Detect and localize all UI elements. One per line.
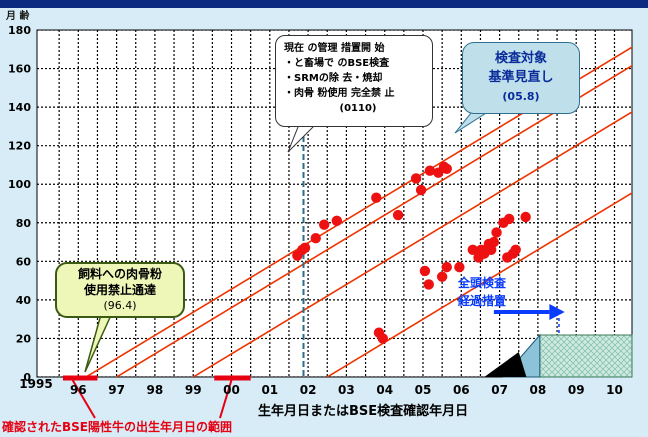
data-point [503,213,515,225]
header-band [0,0,648,8]
y-tick-label: 80 [16,217,32,230]
transition-line-2: 経過措置 [457,294,506,308]
y-tick-label: 60 [16,255,32,268]
y-tick-label: 100 [8,178,31,191]
transition-label: 全頭検査 経過措置 [440,274,524,310]
y-tick-label: 0 [23,371,31,384]
data-point [415,184,427,196]
data-point [331,215,343,227]
review-callout: 検査対象 基準見直し (05.8) [462,42,580,114]
feed-ban-line-1: 飼料への肉骨粉 [77,267,162,281]
x-tick-label: 1995 [19,377,52,391]
data-point [310,233,321,244]
measures-line-1: 現在 の管理 措置開 始 [284,43,385,54]
y-axis-label: 月 齢 [6,11,30,22]
data-point [424,165,436,176]
y-tick-label: 120 [8,140,31,153]
reference-line [116,64,632,377]
x-tick-label: 03 [338,383,355,397]
data-point [467,244,478,255]
x-tick-label: 02 [300,383,317,397]
birth-range-caption: 確認されたBSE陽性牛の出生年月日の範囲 [2,420,232,434]
data-point [491,227,502,238]
feed-ban-line-2: 使用禁止通達 [83,283,156,297]
x-tick-label: 08 [530,383,547,397]
x-tick-label: 00 [223,383,240,397]
reference-line [326,191,632,377]
feed-ban-callout: 飼料への肉骨粉 使用禁止通達 (96.4) [55,262,185,318]
review-date: (05.8) [502,90,540,103]
x-tick-label: 10 [606,383,623,397]
x-tick-label: 07 [491,383,508,397]
x-tick-label: 99 [185,383,202,397]
y-tick-label: 20 [16,332,32,345]
transition-region [539,334,633,378]
measures-date: (0110) [339,103,377,114]
x-tick-label: 97 [108,383,125,397]
data-point [441,261,452,273]
review-line-1: 検査対象 [494,51,547,66]
x-tick-label: 01 [261,383,278,397]
data-point [441,163,452,174]
transition-arrow-head [549,304,565,320]
review-line-2: 基準見直し [488,70,554,85]
x-axis-label: 生年月日またはBSE検査確認年月日 [258,404,469,419]
x-tick-label: 98 [147,383,164,397]
x-tick-label: 09 [568,383,585,397]
measures-line-3: ・SRMの除 去・焼却 [284,73,383,84]
measures-line-4: ・肉骨 粉使用 完全禁 止 [284,88,395,99]
x-tick-label: 96 [70,383,87,397]
data-point [377,333,388,344]
data-point [371,192,382,203]
reference-line [192,111,632,377]
data-point [436,271,448,282]
birth-range-pointer [71,379,96,419]
y-tick-label: 140 [8,101,31,114]
measures-line-2: ・と畜場で のBSE検査 [284,58,390,69]
data-point [485,244,497,255]
birth-range-pointer [219,379,233,419]
data-point [520,211,531,223]
feed-ban-date: (96.4) [103,299,137,312]
measures-callout: 現在 の管理 措置開 始 ・と畜場で のBSE検査 ・SRMの除 去・焼却 ・肉… [275,35,433,127]
y-tick-label: 180 [8,24,31,37]
black-arrow-head [484,352,527,377]
transition-line-1: 全頭検査 [457,276,506,290]
data-point [299,242,311,254]
y-tick-label: 160 [8,63,31,76]
x-tick-label: 06 [453,383,470,397]
x-tick-label: 05 [415,383,432,397]
data-point [318,219,330,230]
data-point [510,244,521,255]
x-tick-label: 04 [376,383,393,397]
data-point [410,173,422,184]
data-point [419,265,431,277]
data-point [454,261,465,273]
y-tick-label: 40 [16,294,32,307]
data-point [392,209,404,221]
data-point [423,279,434,290]
